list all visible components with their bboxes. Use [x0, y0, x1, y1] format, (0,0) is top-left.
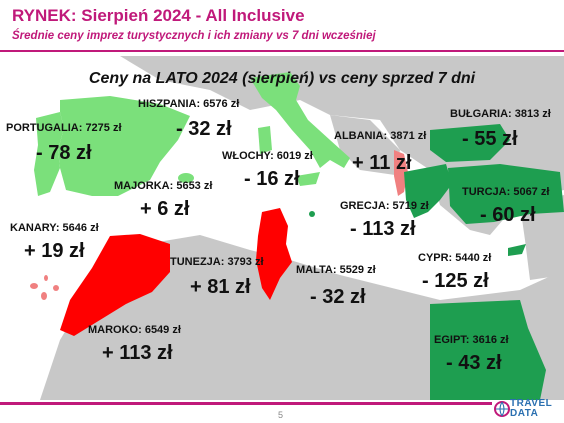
- region-majorca: [178, 173, 194, 183]
- label-egypt: EGIPT: 3616 zł: [434, 334, 509, 346]
- region-spain: [58, 96, 190, 196]
- change-bulgaria: - 55 zł: [462, 128, 518, 150]
- slide-title: RYNEK: Sierpień 2024 - All Inclusive: [12, 6, 305, 25]
- label-malta: MALTA: 5529 zł: [296, 264, 376, 276]
- label-cyprus: CYPR: 5440 zł: [418, 252, 492, 264]
- region-portugal: [34, 112, 64, 196]
- change-turkey: - 60 zł: [480, 204, 536, 226]
- change-spain: - 32 zł: [176, 118, 232, 140]
- map: [30, 56, 564, 400]
- label-portugal: PORTUGALIA: 7275 zł: [6, 122, 122, 134]
- logo-text-data: DATA: [510, 408, 539, 419]
- change-portugal: - 78 zł: [36, 142, 92, 164]
- change-greece: - 113 zł: [350, 218, 416, 240]
- change-morocco: + 113 zł: [102, 342, 173, 364]
- region-italy: [250, 72, 350, 168]
- change-malta: - 32 zł: [310, 286, 366, 308]
- map-land-balkans: [330, 115, 400, 175]
- header-divider: [0, 50, 564, 52]
- region-canaries: [30, 275, 59, 300]
- map-title: Ceny na LATO 2024 (sierpień) vs ceny spr…: [88, 70, 476, 87]
- slide-subtitle: Średnie ceny imprez turystycznych i ich …: [12, 30, 376, 42]
- label-majorca: MAJORKA: 5653 zł: [114, 180, 213, 192]
- label-bulgaria: BUŁGARIA: 3813 zł: [450, 108, 551, 120]
- label-greece: GRECJA: 5719 zł: [340, 200, 429, 212]
- label-tunisia: TUNEZJA: 3793 zł: [170, 256, 264, 268]
- change-majorca: + 6 zł: [140, 198, 190, 220]
- label-italy: WŁOCHY: 6019 zł: [222, 150, 313, 162]
- region-tunisia: [256, 208, 292, 300]
- change-tunisia: + 81 zł: [190, 276, 251, 298]
- label-albania: ALBANIA: 3871 zł: [334, 130, 427, 142]
- region-italy-sardinia: [258, 126, 272, 154]
- change-canaries: + 19 zł: [24, 240, 85, 262]
- change-italy: - 16 zł: [244, 168, 300, 190]
- change-albania: + 11 zł: [352, 152, 412, 174]
- region-morocco: [60, 234, 170, 336]
- region-italy-sicily: [296, 172, 320, 186]
- region-egypt: [430, 300, 546, 400]
- label-spain: HISZPANIA: 6576 zł: [138, 98, 240, 110]
- change-cyprus: - 125 zł: [422, 270, 489, 292]
- region-turkey: [448, 164, 564, 224]
- page-number: 5: [278, 410, 284, 420]
- change-egypt: - 43 zł: [446, 352, 502, 374]
- label-turkey: TURCJA: 5067 zł: [462, 186, 550, 198]
- label-canaries: KANARY: 5646 zł: [10, 222, 99, 234]
- map-land-middle-east: [520, 195, 564, 280]
- region-malta: [309, 211, 315, 217]
- label-morocco: MAROKO: 6549 zł: [88, 324, 181, 336]
- travel-data-logo: TRAVEL DATA: [494, 398, 560, 420]
- region-cyprus: [508, 244, 526, 256]
- region-greece: [404, 164, 452, 218]
- region-albania: [394, 150, 408, 196]
- footer-divider: [0, 402, 492, 405]
- logo-text-travel: TRAVEL: [510, 398, 553, 409]
- region-bulgaria: [430, 124, 510, 162]
- globe-icon: [494, 401, 510, 417]
